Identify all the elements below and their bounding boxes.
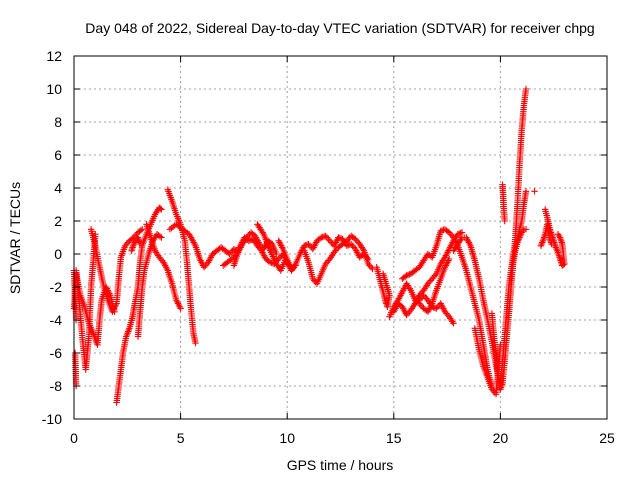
data-point	[137, 227, 144, 234]
data-point	[429, 275, 436, 282]
data-point	[522, 85, 530, 93]
y-tick-label: 6	[54, 147, 62, 163]
y-tick-label: -6	[50, 345, 63, 361]
x-tick-label: 5	[177, 430, 185, 446]
data-point	[349, 242, 356, 249]
data-point	[336, 234, 343, 242]
data-point	[450, 320, 457, 327]
plot-frame	[73, 55, 608, 420]
data-point	[139, 226, 146, 233]
y-tick-label: -4	[50, 312, 63, 328]
data-point	[522, 226, 530, 233]
data-point	[429, 303, 436, 310]
y-tick-label: 4	[54, 180, 62, 196]
data-point	[136, 240, 144, 248]
y-axis-label: SDTVAR / TECUs	[7, 182, 23, 294]
data-point	[192, 339, 199, 347]
y-tick-label: -2	[50, 279, 63, 295]
data-point	[437, 227, 444, 235]
data-point	[522, 188, 530, 195]
x-axis-label: GPS time / hours	[287, 457, 394, 473]
data-point	[156, 233, 164, 240]
data-point	[501, 217, 508, 225]
grid	[74, 56, 607, 419]
data-point	[444, 228, 451, 235]
data-point	[227, 256, 234, 264]
y-tick-label: 10	[46, 81, 62, 97]
data-point	[457, 229, 464, 237]
data-point	[158, 234, 165, 241]
data-points	[70, 85, 568, 406]
y-tick-label: -10	[42, 411, 62, 427]
y-tick-label: 12	[46, 48, 62, 64]
data-point	[177, 305, 184, 312]
data-point	[225, 249, 232, 257]
data-point	[548, 240, 555, 248]
data-point	[350, 234, 358, 242]
data-point	[554, 231, 562, 238]
data-point	[420, 292, 427, 299]
data-point	[342, 238, 349, 246]
x-tick-label: 15	[386, 430, 402, 446]
data-point	[157, 205, 164, 212]
y-tick-label: 8	[54, 114, 62, 130]
y-tick-label: 2	[54, 213, 62, 229]
x-tick-label: 20	[493, 430, 509, 446]
x-tick-label: 10	[279, 430, 295, 446]
chart-title: Day 048 of 2022, Sidereal Day-to-day VTE…	[85, 20, 594, 36]
data-point	[158, 206, 165, 213]
data-point	[379, 270, 387, 277]
data-point	[531, 188, 538, 195]
x-tick-label: 0	[70, 430, 78, 446]
y-tick-label: -8	[50, 378, 63, 394]
data-point	[326, 237, 333, 244]
y-tick-label: 0	[54, 246, 62, 262]
data-point	[433, 305, 440, 312]
data-point	[404, 271, 412, 279]
x-tick-label: 25	[599, 430, 615, 446]
ticks: 0 5 10 15 20 25 -10 -8 -6 -4 -2 0 2 4 6 8 10 12	[42, 48, 615, 446]
data-point	[322, 232, 329, 240]
data-point	[560, 261, 567, 268]
